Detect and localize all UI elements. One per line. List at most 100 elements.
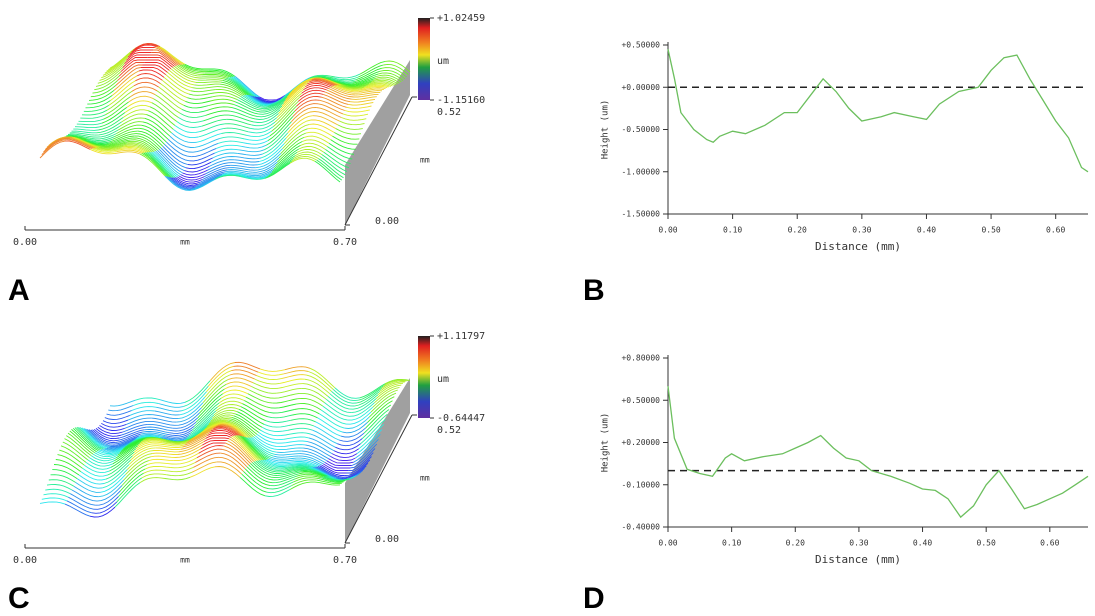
surface-mesh <box>85 139 112 144</box>
surface-mesh <box>328 458 354 464</box>
surface-mesh <box>323 93 349 105</box>
surface-mesh <box>248 168 275 177</box>
surface-mesh <box>223 422 249 438</box>
surface-mesh <box>314 111 340 122</box>
surface-mesh <box>142 64 168 73</box>
surface-mesh <box>259 460 285 470</box>
surface-mesh <box>112 75 138 96</box>
surface-mesh <box>94 428 120 440</box>
surface-mesh <box>325 149 351 165</box>
surface-mesh <box>137 73 163 81</box>
surface-mesh <box>313 77 340 86</box>
surface-mesh <box>162 79 188 99</box>
surface-mesh <box>110 448 137 468</box>
panel-label: B <box>583 274 605 307</box>
surface-mesh <box>224 421 251 438</box>
surface-mesh <box>180 112 206 118</box>
y-axis-label: mm <box>420 156 430 165</box>
surface-mesh <box>335 443 361 451</box>
surface-mesh <box>293 477 319 483</box>
surface-mesh <box>280 132 306 154</box>
surface-mesh <box>164 143 190 162</box>
surface-mesh <box>294 408 320 415</box>
surface-mesh <box>269 409 295 414</box>
surface-mesh <box>305 131 332 141</box>
surface-mesh <box>156 406 182 412</box>
y-tick-label: -1.50000 <box>621 210 660 219</box>
surface-mesh <box>272 398 298 404</box>
surface-mesh <box>212 95 238 101</box>
x-tick-label: 0.40 <box>917 226 936 235</box>
surface-mesh <box>361 413 388 439</box>
z-axis-label: um <box>437 374 449 385</box>
surface-mesh <box>137 440 163 447</box>
surface-mesh <box>48 479 75 487</box>
surface-mesh <box>67 432 94 455</box>
surface-mesh <box>217 400 243 408</box>
surface-mesh <box>262 96 288 111</box>
surface-mesh <box>141 473 167 479</box>
surface-mesh <box>203 114 229 122</box>
surface-mesh <box>330 455 356 461</box>
surface-mesh <box>55 459 82 472</box>
surface-mesh <box>152 414 178 420</box>
surface-mesh <box>174 412 200 426</box>
surface-mesh <box>199 77 225 80</box>
surface-mesh <box>52 469 78 480</box>
surface-mesh <box>284 366 311 371</box>
surface-mesh <box>117 431 143 441</box>
x-tick-label: 0.70 <box>333 555 357 566</box>
surface-mesh <box>84 139 110 145</box>
surface-mesh <box>349 402 375 417</box>
surface-mesh <box>204 374 230 398</box>
surface-mesh <box>324 402 350 417</box>
surface-mesh <box>214 426 240 436</box>
surface-mesh <box>139 439 165 444</box>
surface-mesh <box>226 420 253 438</box>
surface-mesh <box>132 445 158 457</box>
surface-mesh <box>227 77 254 97</box>
surface-mesh <box>171 132 197 144</box>
surface-mesh <box>185 100 211 104</box>
surface-mesh <box>101 107 128 124</box>
surface-mesh <box>317 103 344 115</box>
surface-mesh <box>219 136 245 140</box>
surface-mesh <box>74 126 101 129</box>
surface-mesh <box>71 137 98 149</box>
surface-mesh <box>124 54 150 65</box>
surface-mesh <box>177 176 203 183</box>
surface-mesh <box>138 69 165 78</box>
surface-mesh <box>212 409 238 419</box>
surface-mesh <box>154 410 180 416</box>
x-axis-label: Distance (mm) <box>815 553 901 566</box>
surface-mesh <box>326 89 352 100</box>
surface-mesh <box>242 140 269 145</box>
surface-mesh <box>384 378 411 385</box>
surface-mesh <box>184 432 210 446</box>
surface-mesh <box>39 140 66 159</box>
surface-wall <box>345 378 410 543</box>
surface-mesh <box>192 142 219 153</box>
surface-mesh <box>372 389 398 408</box>
surface-mesh <box>213 407 240 416</box>
surface-mesh <box>165 141 192 158</box>
surface-mesh <box>260 459 287 469</box>
surface-mesh <box>130 139 157 152</box>
surface-mesh <box>306 81 333 87</box>
surface-mesh <box>290 418 316 423</box>
surface-mesh <box>291 155 318 162</box>
surface-mesh <box>130 447 156 461</box>
surface-mesh <box>160 147 187 169</box>
surface-mesh <box>142 121 169 140</box>
surface-mesh <box>244 400 270 413</box>
surface-mesh <box>162 441 188 444</box>
x-tick-label: 0.20 <box>788 226 807 235</box>
surface-mesh <box>200 383 227 409</box>
surface-mesh <box>221 132 247 136</box>
surface-mesh <box>274 96 301 123</box>
surface-mesh <box>150 151 176 178</box>
surface-mesh <box>235 101 261 113</box>
x-tick-label: 0.60 <box>1046 226 1065 235</box>
surface-mesh <box>196 448 223 459</box>
x-tick-label: 0.30 <box>852 226 871 235</box>
